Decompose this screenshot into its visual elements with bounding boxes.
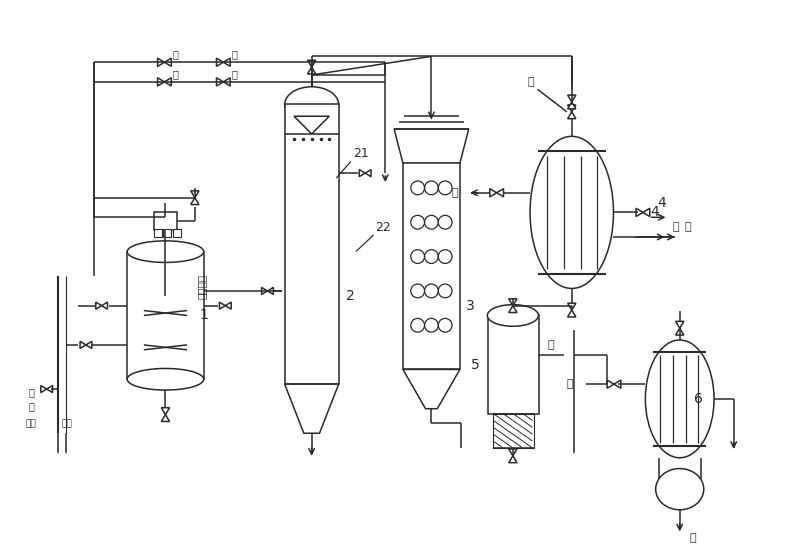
Text: 4: 4 xyxy=(658,196,666,209)
Polygon shape xyxy=(162,415,170,422)
Polygon shape xyxy=(568,310,576,317)
Ellipse shape xyxy=(127,368,204,390)
Polygon shape xyxy=(80,342,86,348)
Polygon shape xyxy=(403,369,460,409)
Polygon shape xyxy=(365,170,371,177)
Text: 6: 6 xyxy=(694,392,703,406)
Polygon shape xyxy=(158,78,165,86)
Polygon shape xyxy=(190,197,199,205)
Polygon shape xyxy=(165,58,171,66)
Polygon shape xyxy=(675,328,684,335)
Polygon shape xyxy=(217,58,223,66)
Polygon shape xyxy=(509,306,517,312)
Bar xyxy=(154,229,162,237)
Polygon shape xyxy=(46,386,53,393)
Polygon shape xyxy=(614,380,621,388)
Polygon shape xyxy=(190,191,199,197)
Text: 品: 品 xyxy=(231,50,237,59)
Polygon shape xyxy=(262,287,267,294)
Text: 品: 品 xyxy=(231,69,237,79)
Polygon shape xyxy=(675,322,684,328)
Text: 液: 液 xyxy=(29,401,35,411)
Text: 4: 4 xyxy=(650,206,659,219)
Polygon shape xyxy=(96,302,102,309)
Bar xyxy=(285,104,338,384)
Polygon shape xyxy=(568,95,576,102)
Text: 水: 水 xyxy=(451,188,458,198)
Text: 高: 高 xyxy=(172,50,178,59)
Polygon shape xyxy=(607,380,614,388)
Polygon shape xyxy=(568,105,576,112)
Text: 水: 水 xyxy=(672,222,679,232)
Text: 水: 水 xyxy=(690,533,696,543)
Ellipse shape xyxy=(127,241,204,262)
Text: 高: 高 xyxy=(172,69,178,79)
Polygon shape xyxy=(509,456,517,463)
Text: 1: 1 xyxy=(200,308,209,323)
Polygon shape xyxy=(568,112,576,119)
Polygon shape xyxy=(568,102,576,109)
Ellipse shape xyxy=(285,87,338,122)
Polygon shape xyxy=(223,58,230,66)
Text: 5: 5 xyxy=(470,357,479,372)
Polygon shape xyxy=(41,386,46,393)
Polygon shape xyxy=(636,208,643,217)
Polygon shape xyxy=(285,384,338,433)
Text: 水: 水 xyxy=(527,77,534,88)
Text: 水: 水 xyxy=(547,340,554,350)
Bar xyxy=(163,229,171,237)
Polygon shape xyxy=(307,67,316,74)
Polygon shape xyxy=(158,58,165,66)
Polygon shape xyxy=(102,302,107,309)
Ellipse shape xyxy=(646,340,714,458)
Text: 氨气: 氨气 xyxy=(25,419,36,428)
Bar xyxy=(154,212,178,230)
Polygon shape xyxy=(165,78,171,86)
Polygon shape xyxy=(568,303,576,310)
Ellipse shape xyxy=(487,305,538,326)
Bar xyxy=(127,252,204,379)
Polygon shape xyxy=(217,78,223,86)
Polygon shape xyxy=(86,342,92,348)
Polygon shape xyxy=(267,287,274,294)
Text: 环己酮肟: 环己酮肟 xyxy=(197,274,206,299)
Polygon shape xyxy=(394,129,469,163)
Polygon shape xyxy=(509,449,517,456)
Bar xyxy=(403,163,460,369)
Text: 22: 22 xyxy=(375,221,391,233)
Text: 水: 水 xyxy=(567,379,574,389)
Polygon shape xyxy=(497,189,503,197)
Polygon shape xyxy=(219,302,226,309)
Polygon shape xyxy=(223,78,230,86)
Text: 气: 气 xyxy=(29,387,35,397)
Text: 水: 水 xyxy=(685,222,691,232)
Bar xyxy=(494,413,534,448)
Polygon shape xyxy=(162,407,170,415)
Bar xyxy=(488,316,539,413)
Polygon shape xyxy=(307,60,316,67)
Text: 氨液: 氨液 xyxy=(62,419,72,428)
Polygon shape xyxy=(643,208,650,217)
Polygon shape xyxy=(509,299,517,306)
Polygon shape xyxy=(359,170,365,177)
Ellipse shape xyxy=(656,468,704,510)
Text: 3: 3 xyxy=(466,299,474,313)
Bar xyxy=(174,229,181,237)
Text: 21: 21 xyxy=(353,147,369,160)
Polygon shape xyxy=(226,302,231,309)
Text: 2: 2 xyxy=(346,289,354,303)
Polygon shape xyxy=(490,189,497,197)
Ellipse shape xyxy=(530,137,614,288)
